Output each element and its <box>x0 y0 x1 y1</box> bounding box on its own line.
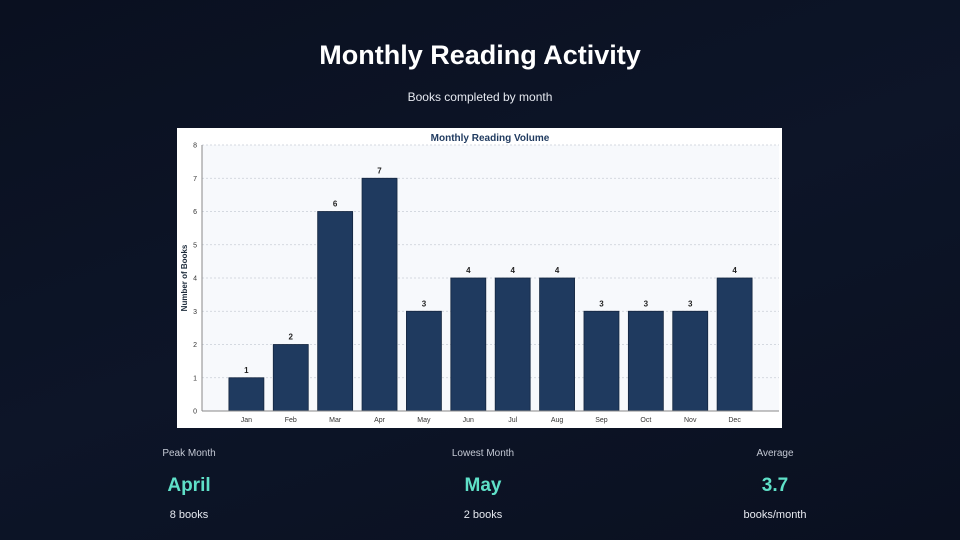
stat-sub: 8 books <box>169 509 209 521</box>
bar <box>228 377 265 412</box>
x-tick-label: Jul <box>508 417 517 424</box>
bar <box>361 177 398 412</box>
data-label: 2 <box>289 333 294 342</box>
stat-value: 3.7 <box>761 475 789 496</box>
y-tick-label: 3 <box>193 309 197 316</box>
bar <box>539 277 575 412</box>
bar <box>627 310 664 412</box>
data-label: 4 <box>466 266 471 275</box>
data-label: 6 <box>333 200 338 209</box>
stat-sub: 2 books <box>463 509 503 521</box>
data-label: 4 <box>510 266 515 275</box>
x-tick-label: Jun <box>463 417 474 424</box>
stat-sub: books/month <box>743 509 807 521</box>
stat-value: May <box>464 475 502 496</box>
y-axis-label: Number of Books <box>180 244 189 311</box>
x-tick-label: Mar <box>329 417 342 424</box>
y-tick-label: 4 <box>193 276 197 283</box>
data-label: 4 <box>555 266 560 275</box>
bar <box>716 277 753 412</box>
x-tick-label: Dec <box>728 417 741 424</box>
stat-label: Peak Month <box>162 448 216 459</box>
x-tick-label: Feb <box>285 417 297 424</box>
x-tick-label: Aug <box>551 417 564 424</box>
stat-lowest-month: Lowest Month May 2 books <box>383 448 583 521</box>
stat-peak-month: Peak Month April 8 books <box>89 448 289 521</box>
data-label: 7 <box>377 166 382 175</box>
y-tick-label: 1 <box>193 375 197 382</box>
bar <box>494 277 531 412</box>
data-label: 3 <box>644 299 649 308</box>
x-tick-label: Apr <box>374 417 386 424</box>
y-tick-label: 0 <box>193 409 197 416</box>
y-tick-label: 7 <box>193 176 197 183</box>
stat-value: April <box>167 475 211 496</box>
data-label: 4 <box>732 266 737 275</box>
x-tick-label: Jan <box>241 417 252 424</box>
data-label: 3 <box>422 299 427 308</box>
bar <box>272 344 309 412</box>
bar <box>450 277 487 412</box>
y-tick-label: 5 <box>193 242 197 249</box>
page-subtitle: Books completed by month <box>407 90 553 104</box>
chart-title: Monthly Reading Volume <box>431 133 550 144</box>
data-label: 3 <box>688 299 693 308</box>
data-label: 1 <box>244 366 249 375</box>
bar <box>317 211 354 412</box>
stat-label: Lowest Month <box>451 448 515 459</box>
x-tick-label: Oct <box>640 417 651 424</box>
y-tick-label: 6 <box>193 209 197 216</box>
x-tick-label: May <box>417 417 431 424</box>
stat-average: Average 3.7 books/month <box>675 448 875 521</box>
y-tick-label: 8 <box>193 143 197 150</box>
page-title: Monthly Reading Activity <box>319 40 641 70</box>
bar-chart: 1 2 6 7 3 4 4 4 3 3 3 4 0 1 2 3 4 5 6 7 8 Jan Feb Mar Apr May Jun… <box>177 128 782 428</box>
x-tick-label: Nov <box>684 417 697 424</box>
chart-panel: 1 2 6 7 3 4 4 4 3 3 3 4 0 1 2 3 4 5 6 7 8 Jan Feb Mar Apr May Jun… <box>177 128 782 428</box>
data-label: 3 <box>599 299 604 308</box>
bar <box>672 310 709 412</box>
bar <box>406 310 442 412</box>
y-tick-label: 2 <box>193 342 197 349</box>
x-tick-label: Sep <box>595 417 608 424</box>
stat-label: Average <box>756 448 794 459</box>
bar <box>583 310 620 412</box>
